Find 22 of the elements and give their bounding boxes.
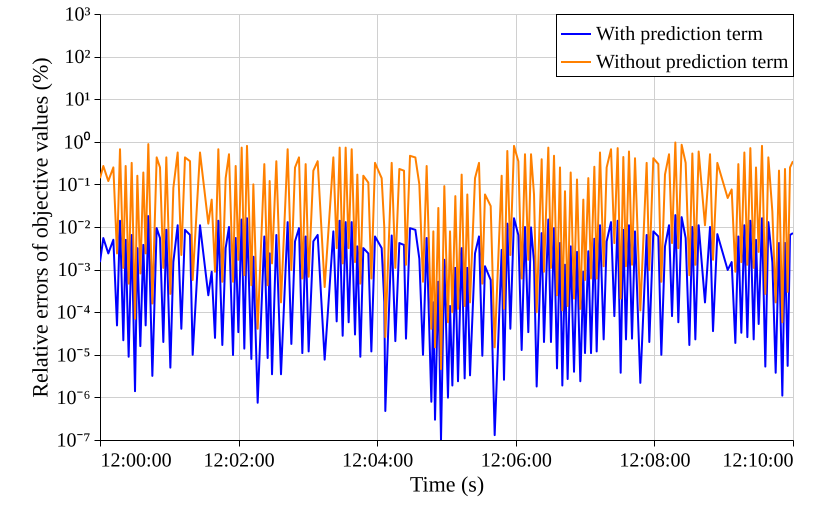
x-tick-label: 12:10:00	[722, 450, 794, 472]
y-tick-label: 10²	[64, 46, 90, 68]
x-tick-label: 12:00:00	[100, 450, 172, 472]
x-tick-label: 12:02:00	[204, 450, 275, 472]
x-axis-title: Time (s)	[410, 472, 484, 496]
y-tick-label: 10⁻⁶	[56, 386, 91, 409]
x-tick-label: 12:08:00	[619, 450, 690, 472]
y-axis-title: Relative errors of objective values (%)	[28, 57, 53, 398]
y-tick-label: 10⁻⁷	[56, 430, 91, 452]
x-tick-label: 12:04:00	[342, 450, 414, 472]
y-tick-label: 10⁰	[64, 130, 90, 154]
y-tick-label: 10⁻¹	[58, 174, 90, 196]
y-tick-label: 10³	[64, 4, 90, 26]
y-tick-label: 10⁻⁵	[56, 344, 90, 366]
y-tick-label: 10⁻⁴	[56, 302, 91, 324]
y-tick-label: 10⁻³	[58, 259, 90, 282]
x-tick-label: 12:06:00	[480, 450, 552, 472]
y-tick-label: 10⁻²	[58, 216, 90, 238]
line-series	[100, 142, 793, 370]
legend-label: With prediction term	[596, 23, 764, 45]
legend-label: Without prediction term	[596, 51, 789, 73]
y-tick-label: 10¹	[64, 88, 90, 111]
